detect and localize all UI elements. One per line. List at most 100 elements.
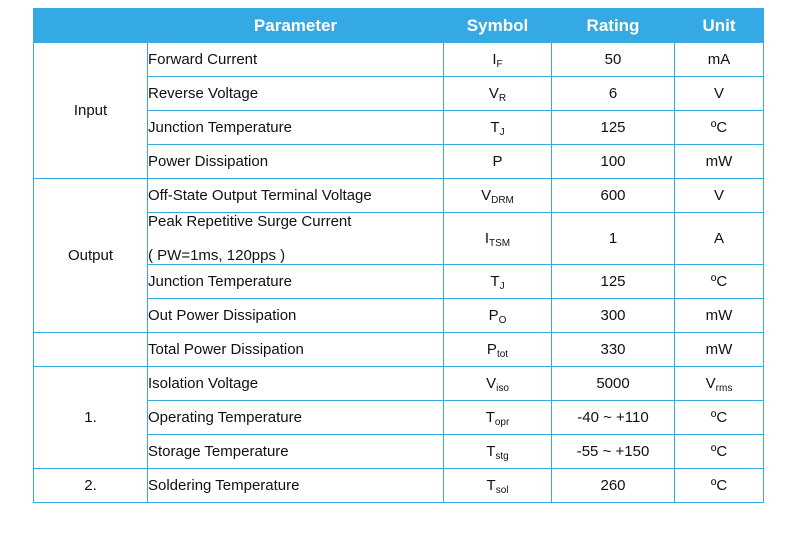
parameter-cell: Junction Temperature xyxy=(147,110,444,145)
header-symbol: Symbol xyxy=(443,8,552,43)
symbol-main: T xyxy=(490,273,500,290)
table-row: Junction Temperature TJ 125 ºC xyxy=(34,264,764,299)
symbol-main: T xyxy=(485,409,495,426)
unit-cell: ºC xyxy=(674,468,764,503)
symbol-main: V xyxy=(488,85,499,102)
table-row: Storage Temperature Tstg -55 ~ +150 ºC xyxy=(34,434,764,469)
parameter-cell: Peak Repetitive Surge Current ( PW=1ms, 1… xyxy=(147,212,444,265)
symbol-main: T xyxy=(486,477,496,494)
unit-main: mA xyxy=(707,51,731,68)
header-group-blank xyxy=(33,8,148,43)
symbol-sub: sol xyxy=(495,485,509,496)
table-row: Output Off-State Output Terminal Voltage… xyxy=(33,178,764,333)
unit-cell: ºC xyxy=(674,434,764,469)
unit-cell: Vrms xyxy=(674,366,764,401)
rating-cell: 260 xyxy=(551,468,675,503)
parameter-cell: Junction Temperature xyxy=(147,264,444,299)
symbol-main: T xyxy=(490,119,500,136)
symbol-cell: Tstg xyxy=(443,434,552,469)
parameter-cell: Storage Temperature xyxy=(147,434,444,469)
rating-cell: -40 ~ +110 xyxy=(551,400,675,435)
table-row: Reverse Voltage VR 6 V xyxy=(34,76,764,111)
symbol-cell: ITSM xyxy=(443,212,552,265)
symbol-sub: F xyxy=(496,59,503,70)
symbol-main: I xyxy=(492,51,497,68)
symbol-cell: IF xyxy=(443,42,552,77)
symbol-sub: J xyxy=(499,281,505,292)
symbol-sub: TSM xyxy=(489,238,511,249)
unit-cell: mW xyxy=(674,144,764,179)
rating-cell: 330 xyxy=(551,332,675,367)
rating-cell: 125 xyxy=(551,264,675,299)
parameter-cell: Out Power Dissipation xyxy=(147,298,444,333)
unit-cell: V xyxy=(674,76,764,111)
parameter-cell: Operating Temperature xyxy=(147,400,444,435)
header-parameter: Parameter xyxy=(147,8,444,43)
table-row: 1. Isolation Voltage Viso 5000 Vrms xyxy=(33,366,764,469)
parameter-cell: Soldering Temperature xyxy=(147,468,444,503)
symbol-sub: iso xyxy=(496,383,509,394)
unit-cell: ºC xyxy=(674,264,764,299)
unit-main: ºC xyxy=(710,119,728,136)
symbol-cell: PO xyxy=(443,298,552,333)
group-label-1: 1. xyxy=(33,366,148,469)
symbol-sub: DRM xyxy=(491,195,514,206)
unit-main: ºC xyxy=(710,409,728,426)
symbol-cell: P xyxy=(443,144,552,179)
rating-cell: 100 xyxy=(551,144,675,179)
symbol-sub: tot xyxy=(496,349,509,360)
header-unit: Unit xyxy=(674,8,764,43)
symbol-cell: Topr xyxy=(443,400,552,435)
parameter-line-2: ( PW=1ms, 120pps ) xyxy=(148,247,286,264)
table-row: Junction Temperature TJ 125 ºC xyxy=(34,110,764,145)
symbol-cell: VDRM xyxy=(443,178,552,213)
rating-cell: 5000 xyxy=(551,366,675,401)
symbol-sub: opr xyxy=(494,417,510,428)
unit-cell: V xyxy=(674,178,764,213)
parameter-line-1: Peak Repetitive Surge Current xyxy=(148,213,352,230)
group-label-output: Output xyxy=(33,178,148,333)
table-row: Input Forward Current IF 50 mA xyxy=(33,42,764,179)
absolute-maximum-ratings-table: Parameter Symbol Rating Unit Input Forwa… xyxy=(33,8,764,503)
symbol-cell: TJ xyxy=(443,110,552,145)
rating-cell: 50 xyxy=(551,42,675,77)
table-row: Peak Repetitive Surge Current ( PW=1ms, 1… xyxy=(34,212,764,265)
symbol-main: P xyxy=(488,307,499,324)
symbol-main: P xyxy=(486,341,497,358)
symbol-sub: J xyxy=(499,127,505,138)
symbol-main: V xyxy=(481,187,492,204)
unit-cell: ºC xyxy=(674,400,764,435)
unit-main: V xyxy=(713,187,724,204)
symbol-sub: R xyxy=(498,93,507,104)
ratings-table-container: Parameter Symbol Rating Unit Input Forwa… xyxy=(33,8,764,503)
symbol-main: T xyxy=(486,443,496,460)
symbol-cell: Tsol xyxy=(443,468,552,503)
table-header-row: Parameter Symbol Rating Unit xyxy=(33,8,764,43)
unit-main: ºC xyxy=(710,273,728,290)
symbol-sub: stg xyxy=(495,451,509,462)
header-rating: Rating xyxy=(551,8,675,43)
unit-cell: mA xyxy=(674,42,764,77)
unit-main: ºC xyxy=(710,443,728,460)
unit-main: ºC xyxy=(710,477,728,494)
unit-main: mW xyxy=(705,153,733,170)
symbol-main: V xyxy=(486,375,497,392)
table-row: Total Power Dissipation Ptot 330 mW xyxy=(33,332,764,367)
parameter-cell: Power Dissipation xyxy=(147,144,444,179)
table-row: 2. Soldering Temperature Tsol 260 ºC xyxy=(33,468,764,503)
rating-cell: 600 xyxy=(551,178,675,213)
symbol-sub: O xyxy=(498,315,507,326)
symbol-main: I xyxy=(484,230,490,247)
group-label-input: Input xyxy=(33,42,148,179)
unit-main: A xyxy=(713,230,724,247)
unit-cell: mW xyxy=(674,298,764,333)
parameter-cell: Off-State Output Terminal Voltage xyxy=(147,178,444,213)
rating-cell: 1 xyxy=(551,212,675,265)
rating-cell: 6 xyxy=(551,76,675,111)
rating-cell: 125 xyxy=(551,110,675,145)
unit-cell: A xyxy=(674,212,764,265)
symbol-cell: TJ xyxy=(443,264,552,299)
rating-cell: -55 ~ +150 xyxy=(551,434,675,469)
parameter-cell: Reverse Voltage xyxy=(147,76,444,111)
table-row: Operating Temperature Topr -40 ~ +110 ºC xyxy=(34,400,764,435)
